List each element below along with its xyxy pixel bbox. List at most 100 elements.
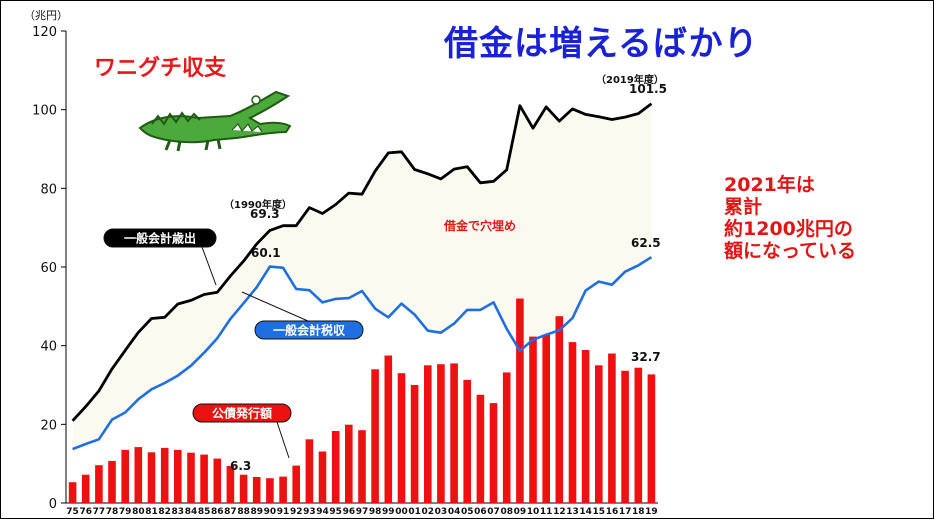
bond-bar: [121, 449, 129, 503]
bond-bar: [345, 424, 353, 503]
y-tick-label: 60: [40, 261, 57, 276]
legend-revenue-label: 一般会計税収: [273, 323, 346, 338]
debt-note-line: 累計: [724, 196, 763, 218]
x-tick-label: 80: [132, 507, 145, 517]
revenue-peak-label: 60.1: [251, 246, 281, 260]
bond-bar: [187, 452, 195, 503]
x-tick-label: 96: [343, 507, 356, 517]
x-tick-label: 05: [461, 507, 474, 517]
bond-bar: [621, 370, 629, 503]
bond-bar: [410, 385, 419, 503]
bond-bar: [647, 374, 656, 503]
bond-bar: [252, 477, 261, 503]
crocodile-body: [138, 90, 292, 144]
legend-expenditure-box: [103, 228, 217, 248]
bond-bar: [81, 474, 90, 503]
bond-bar: [542, 334, 550, 503]
bond-bar: [147, 452, 156, 503]
x-tick-label: 04: [448, 507, 461, 517]
crocodile-eye: [251, 95, 261, 105]
x-tick-label: 16: [606, 507, 619, 517]
x-tick-label: 86: [211, 507, 224, 517]
bond-bar: [266, 478, 274, 503]
bond-bar: [160, 447, 169, 503]
crocodile-icon: [138, 90, 292, 152]
bond-bar: [318, 451, 327, 503]
bond-bar: [568, 342, 577, 503]
x-tick-label: 14: [579, 507, 592, 517]
bond-bar: [529, 336, 537, 503]
x-tick-label: 09: [514, 507, 527, 517]
legend-bonds-label: 公債発行額: [212, 406, 272, 421]
x-tick-label: 89: [250, 507, 263, 517]
x-tick-label: 06: [474, 507, 487, 517]
y-axis-unit: （兆円）: [24, 9, 68, 22]
x-tick-label: 78: [106, 507, 119, 517]
x-tick-label: 93: [303, 507, 316, 517]
bond-bar: [489, 403, 498, 503]
x-tick-label: 79: [119, 507, 132, 517]
x-tick-label: 84: [185, 507, 198, 517]
debt-note: 2021年は 累計 約1200兆円の 額になっている: [724, 174, 856, 262]
legend-revenue-box: [254, 320, 364, 340]
revenue-last-label: 62.5: [631, 236, 661, 250]
debt-note-line: 額になっている: [724, 240, 857, 262]
x-tick-label: 92: [290, 507, 303, 517]
gap-area: [72, 103, 652, 450]
x-tick-label: 91: [277, 507, 290, 517]
fy2019-value: 101.5: [629, 82, 667, 96]
bond-bar: [108, 460, 116, 503]
debt-note-line: 2021年は: [724, 174, 815, 196]
legend-expenditure-label: 一般会計歳出: [124, 231, 196, 246]
bond-bar: [305, 439, 314, 503]
x-tick-label: 13: [566, 507, 579, 517]
crocodile-teeth: [231, 122, 263, 133]
x-tick-label: 97: [356, 507, 369, 517]
x-tick-label: 85: [198, 507, 211, 517]
x-tick-label: 10: [527, 507, 540, 517]
bond-bar: [424, 365, 432, 503]
x-tick-label: 88: [237, 507, 250, 517]
x-tick-label: 19: [645, 507, 658, 517]
y-tick-label: 20: [40, 418, 57, 433]
bond-bar: [95, 465, 103, 503]
y-tick-label: 100: [32, 104, 57, 119]
x-tick-label: 18: [632, 507, 645, 517]
bond-bar: [384, 355, 393, 503]
fy1990-value: 69.3: [250, 207, 280, 221]
bond-bar: [358, 430, 366, 503]
x-tick-label: 90: [264, 507, 277, 517]
legend-bonds-leader: [276, 421, 290, 459]
bond-bar: [476, 394, 485, 503]
x-tick-label: 87: [224, 507, 237, 517]
crocodile-spikes: [151, 111, 201, 126]
x-tick-label: 99: [382, 507, 395, 517]
gap-label: 借金で穴埋め: [443, 218, 516, 233]
bond-bar: [450, 363, 458, 503]
bond-bar: [463, 379, 471, 503]
bond-bar: [239, 474, 248, 503]
crocodile-legs: [164, 138, 222, 152]
x-tick-label: 81: [145, 507, 158, 517]
legend-bonds-box: [192, 403, 292, 423]
bond-bar: [200, 454, 208, 503]
revenue-line: [72, 256, 653, 451]
bond-bar: [437, 364, 445, 503]
debt-note-line: 約1200兆円の: [724, 218, 853, 240]
x-tick-label: 02: [422, 507, 435, 517]
bond-bar: [608, 353, 616, 503]
bond-bar: [213, 458, 222, 503]
bond-bar: [581, 350, 590, 503]
x-tick-label: 15: [593, 507, 606, 517]
x-tick-label: 83: [172, 507, 185, 517]
bond-bar: [555, 316, 564, 503]
x-tick-label: 77: [93, 507, 106, 517]
wani-label: ワニグチ収支: [94, 56, 227, 81]
y-tick-label: 120: [32, 25, 57, 40]
bond-bar: [279, 476, 287, 503]
expenditure-line: [71, 102, 653, 422]
bond-last-label: 32.7: [631, 350, 661, 364]
y-tick-label: 40: [40, 340, 57, 355]
x-tick-label: 75: [66, 507, 79, 517]
